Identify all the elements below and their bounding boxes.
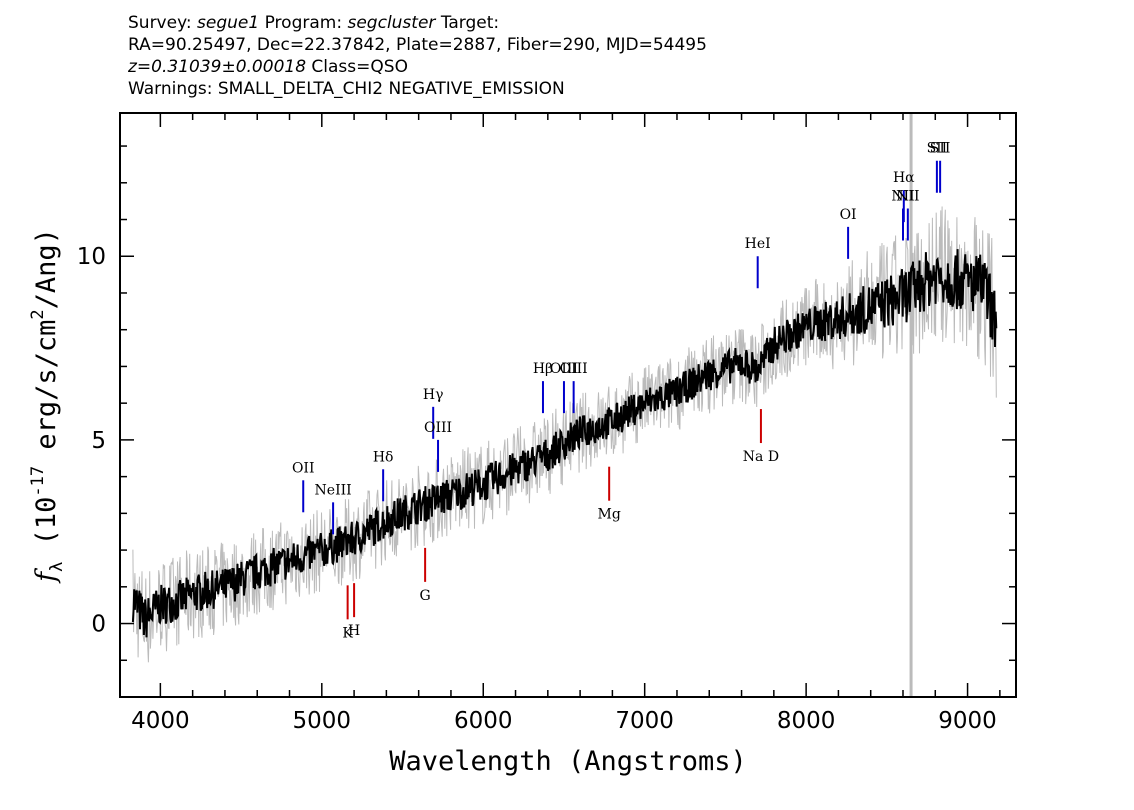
emission-line-label: OIII xyxy=(560,361,588,377)
y-axis-title: fλ (10-17 erg/s/cm2/Ang) xyxy=(28,228,67,584)
program-label: Program: xyxy=(264,13,343,33)
emission-line-label: Hα xyxy=(893,170,915,186)
header-line-warnings: Warnings: SMALL_DELTA_CHI2 NEGATIVE_EMIS… xyxy=(128,79,565,99)
header-line-redshift: z=0.31039±0.00018 Class=QSO xyxy=(128,56,707,78)
x-tick-label: 5000 xyxy=(293,708,352,734)
redshift-value: z=0.31039±0.00018 xyxy=(128,57,307,77)
emission-line-label: Hγ xyxy=(423,387,444,403)
y-tick-label: 0 xyxy=(91,612,106,638)
plot-frame xyxy=(119,112,1017,698)
x-tick-label: 6000 xyxy=(454,708,513,734)
emission-line-label: HeI xyxy=(745,236,771,252)
survey-value: segue1 xyxy=(197,13,260,33)
emission-line-label: NeIII xyxy=(315,482,352,498)
program-value: segcluster xyxy=(347,13,436,33)
emission-line-label: OI xyxy=(840,207,857,223)
x-tick-label: 8000 xyxy=(777,708,836,734)
plot-content: OIINeIIIHδHγOIIIHβOIIIOIIIHeIOINIIHαNIIS… xyxy=(131,113,998,697)
flux-spectrum-line xyxy=(131,249,998,638)
spectrum-header: Survey: segue1 Program: segcluster Targe… xyxy=(128,12,707,100)
x-tick-label: 9000 xyxy=(938,708,997,734)
error-spectrum-line xyxy=(132,206,997,663)
class-value: Class=QSO xyxy=(311,57,408,77)
y-tick-label: 10 xyxy=(77,244,106,270)
emission-line-label: SII xyxy=(930,141,951,157)
emission-line-label: OII xyxy=(292,460,315,476)
x-tick-label: 7000 xyxy=(615,708,674,734)
absorption-line-label: K xyxy=(342,625,353,641)
emission-line-label: Hδ xyxy=(373,449,394,465)
y-tick-label: 5 xyxy=(91,428,106,454)
absorption-line-label: G xyxy=(420,588,431,604)
header-line-coordinates: RA=90.25497, Dec=22.37842, Plate=2887, F… xyxy=(128,35,707,55)
emission-line-label: Hβ xyxy=(533,361,553,377)
x-tick-label: 4000 xyxy=(131,708,190,734)
absorption-line-label: H xyxy=(348,623,360,639)
emission-line-label: OIII xyxy=(550,361,578,377)
absorption-line-label: Mg xyxy=(598,507,621,523)
target-label: Target: xyxy=(440,13,500,33)
survey-label: Survey: xyxy=(128,13,192,33)
absorption-line-label: Na D xyxy=(743,449,779,465)
axes: 4000 5000 6000 7000 8000 9000 0 5 10 xyxy=(77,113,1016,734)
header-line-survey: Survey: segue1 Program: segcluster Targe… xyxy=(128,12,707,34)
emission-line-label: SII xyxy=(927,141,948,157)
emission-line-label: OIII xyxy=(424,420,452,436)
x-axis-title: Wavelength (Angstroms) xyxy=(389,746,747,777)
emission-line-label: NII xyxy=(896,188,919,204)
